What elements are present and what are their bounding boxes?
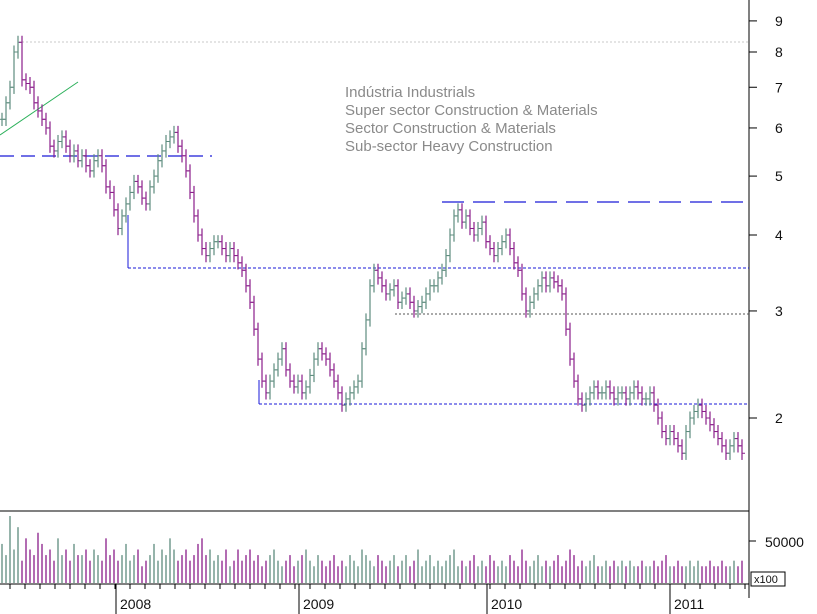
x-tick-label: 2008 [120,596,151,612]
y-tick-label: 3 [775,303,783,319]
trend-line [0,81,79,136]
annotation-line-4: Sub-sector Heavy Construction [345,138,553,155]
y-tick-label: 2 [775,410,783,426]
y-axis-ticks: 9 8 7 6 5 4 3 2 [749,13,783,426]
price-bars [0,35,745,460]
y-tick-label: 7 [775,79,783,95]
x-axis-ticks: 2008 2009 2010 2011 [9,584,746,614]
price-bar [739,439,745,460]
x-tick-label: 2009 [303,596,334,612]
annotation-line-1: Indústria Industrials [345,84,475,101]
volume-unit-label: x100 [754,574,778,586]
y-tick-label: 9 [775,13,783,29]
reference-lines [0,41,749,405]
volume-unit-box [750,571,786,587]
annotation-line-3: Sector Construction & Materials [345,120,556,137]
y-tick-label: 4 [775,227,783,243]
volume-tick-label: 50000 [765,534,804,550]
x-tick-label: 2011 [674,596,704,612]
sector-annotation: Indústria Industrials Super sector Const… [345,84,598,155]
y-tick-label: 5 [775,168,783,184]
x-tick-label: 2010 [491,596,522,612]
y-tick-label: 8 [775,44,783,60]
y-tick-label: 6 [775,120,783,136]
annotation-line-2: Super sector Construction & Materials [345,102,598,119]
volume-bars [1,516,743,583]
